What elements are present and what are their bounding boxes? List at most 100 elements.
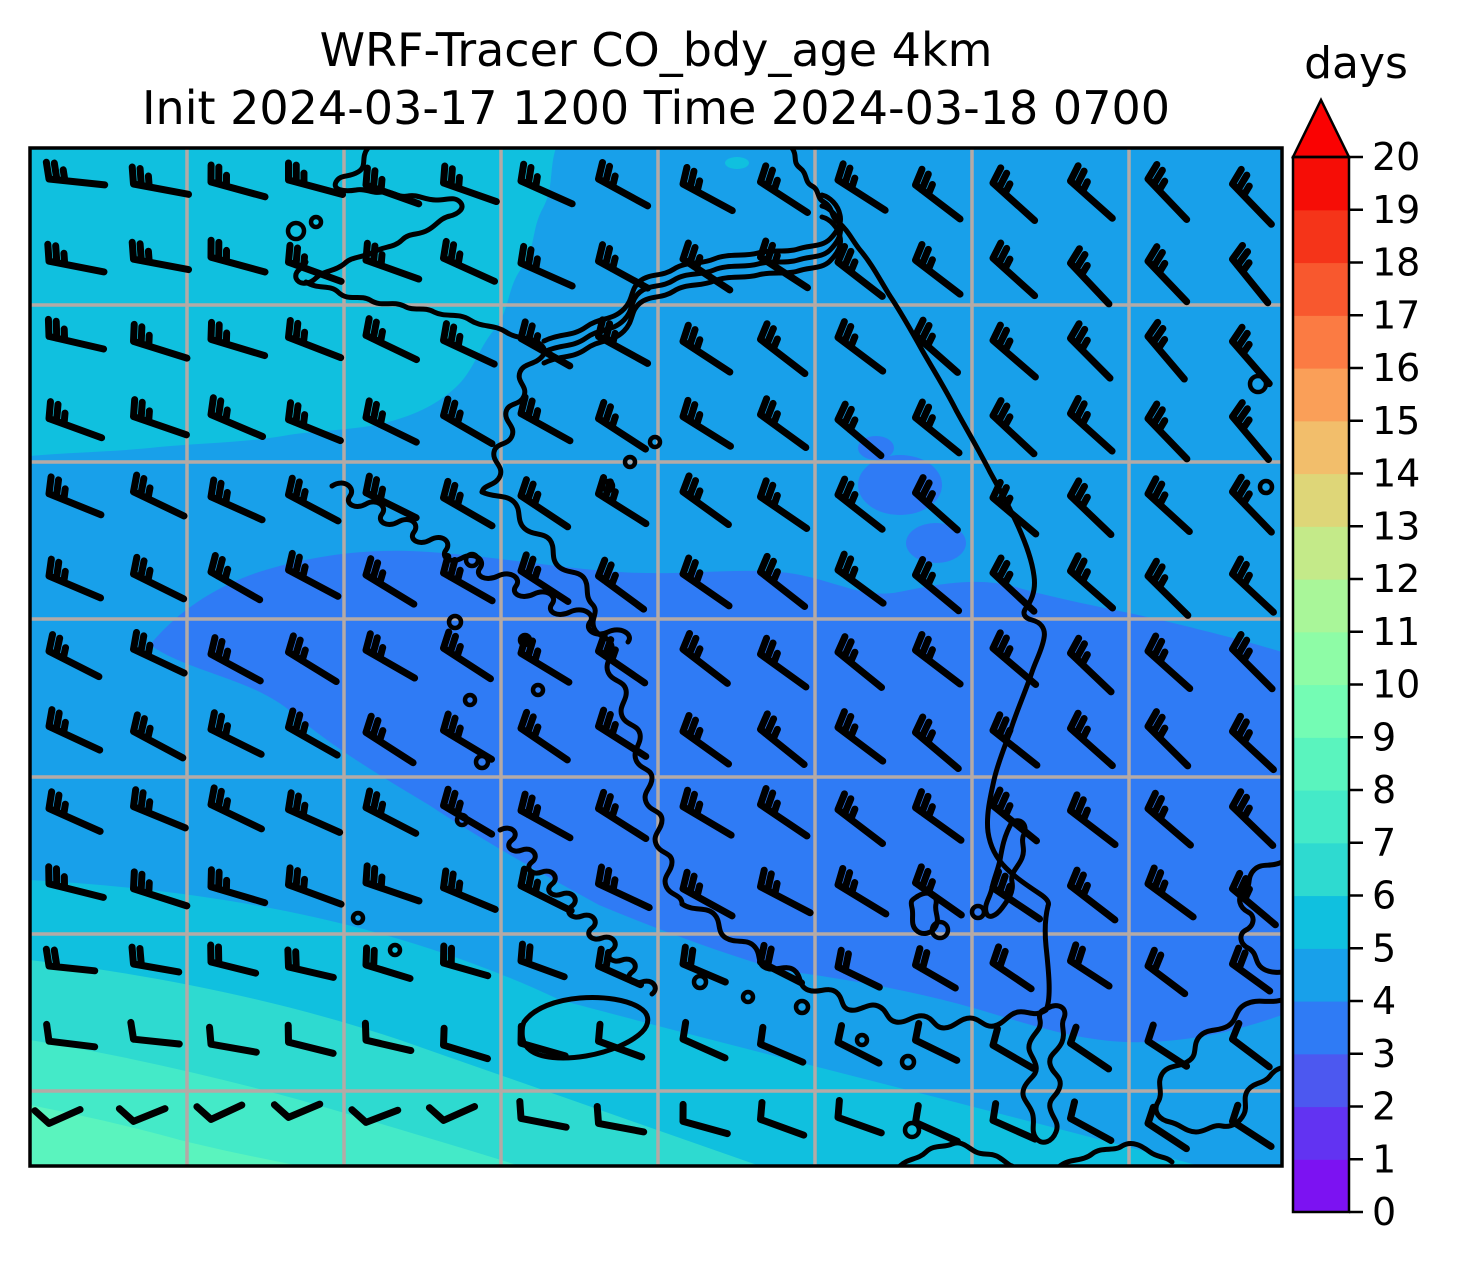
barb-staff	[440, 785, 496, 838]
barb-staff	[1229, 788, 1277, 850]
barb-staff	[834, 708, 887, 765]
wind-barb	[1067, 1098, 1115, 1144]
barb-staff	[362, 164, 423, 208]
barb-staff	[517, 708, 571, 764]
barb-staff	[207, 784, 265, 833]
wind-barb	[270, 1100, 324, 1121]
colorbar-band	[1293, 790, 1349, 844]
wind-barb	[1067, 791, 1119, 849]
barb-staff	[517, 318, 574, 370]
barb-staff	[517, 476, 572, 531]
island	[387, 942, 403, 958]
barb-staff	[517, 865, 575, 915]
wind-barb	[1067, 1023, 1113, 1073]
barb-staff	[912, 1020, 961, 1064]
barb-staff	[440, 710, 496, 763]
wind-barb	[42, 158, 109, 189]
wind-barb	[834, 318, 887, 375]
wind-barb	[440, 477, 496, 530]
wind-barb	[130, 786, 189, 832]
wind-barb	[595, 788, 650, 843]
barb-staff	[834, 1096, 885, 1137]
island	[1257, 478, 1275, 496]
wind-barb	[757, 162, 811, 216]
barb-staff	[989, 1025, 1037, 1072]
barb-staff	[1067, 477, 1115, 539]
colorbar-tick-label: 16	[1372, 346, 1420, 390]
coast-honshu-edge	[1237, 859, 1282, 975]
wind-barb	[1067, 709, 1116, 770]
wind-barb	[757, 866, 814, 917]
barb-staff	[679, 1018, 729, 1062]
wind-barb	[912, 240, 964, 298]
wind-barb	[207, 634, 264, 685]
barb-staff	[130, 553, 188, 603]
wind-barb	[517, 242, 576, 290]
wind-barb	[834, 633, 886, 691]
barb-staff	[362, 944, 414, 982]
barb-staff	[595, 241, 652, 292]
barb-staff	[1229, 630, 1276, 693]
wind-barb	[362, 712, 417, 767]
wind-barb	[595, 631, 649, 687]
barb-staff	[1229, 1101, 1275, 1150]
wind-barb	[45, 398, 106, 442]
barb-staff	[207, 552, 264, 604]
island	[530, 682, 546, 698]
wind-barb	[1229, 712, 1277, 774]
barb-staff	[989, 868, 1044, 923]
colorbar-tick-label: 20	[1372, 135, 1420, 179]
barb-staff	[757, 941, 805, 987]
coast-tsushima-main	[1020, 1003, 1068, 1145]
colorbar-tick-label: 10	[1372, 663, 1420, 707]
wind-barb	[1067, 866, 1119, 924]
barb-staff	[1067, 634, 1115, 696]
wind-barb	[128, 163, 193, 198]
wind-barb	[593, 1102, 648, 1136]
island	[446, 613, 464, 631]
barb-staff	[285, 707, 341, 759]
colorbar-band	[1293, 1001, 1349, 1055]
coast-east	[789, 148, 1051, 909]
barb-staff	[207, 161, 269, 201]
barb-staff	[128, 238, 193, 274]
barb-staff	[595, 945, 645, 989]
island	[740, 989, 756, 1005]
barb-staff	[130, 396, 190, 439]
barb-staff	[128, 943, 183, 976]
barb-staff	[440, 867, 499, 913]
barb-staff	[1229, 869, 1279, 929]
barb-staff	[1229, 555, 1277, 616]
wind-barb	[1144, 557, 1192, 619]
barb-staff	[989, 711, 1041, 769]
wind-barb	[595, 1020, 646, 1061]
wind-barb	[130, 396, 190, 439]
wind-barb	[989, 629, 1040, 688]
wind-barb	[912, 788, 965, 844]
colorbar-tick-label: 3	[1372, 1032, 1396, 1076]
island	[350, 910, 366, 926]
barb-staff	[989, 321, 1039, 381]
barb-staff	[989, 786, 1041, 845]
barb-staff	[679, 786, 735, 839]
barb-staff	[206, 1023, 260, 1056]
barb-staff	[989, 1100, 1039, 1143]
barb-staff	[130, 471, 188, 520]
wind-barb	[912, 713, 962, 773]
wind-barb	[207, 236, 269, 276]
wind-barb	[1067, 477, 1115, 539]
coast-sw-archipelago	[497, 825, 658, 997]
wind-barb	[1067, 634, 1115, 696]
colorbar-band	[1293, 737, 1349, 791]
wind-barb	[517, 476, 572, 531]
wind-barb	[679, 630, 731, 687]
wind-barb	[912, 1020, 961, 1064]
barb-staff	[679, 711, 733, 768]
barb-staff	[45, 706, 104, 754]
barb-staff	[285, 316, 345, 362]
wind-barb	[757, 320, 809, 378]
wind-barb	[440, 395, 496, 448]
barb-staff	[989, 397, 1038, 458]
wind-barb	[440, 867, 499, 913]
